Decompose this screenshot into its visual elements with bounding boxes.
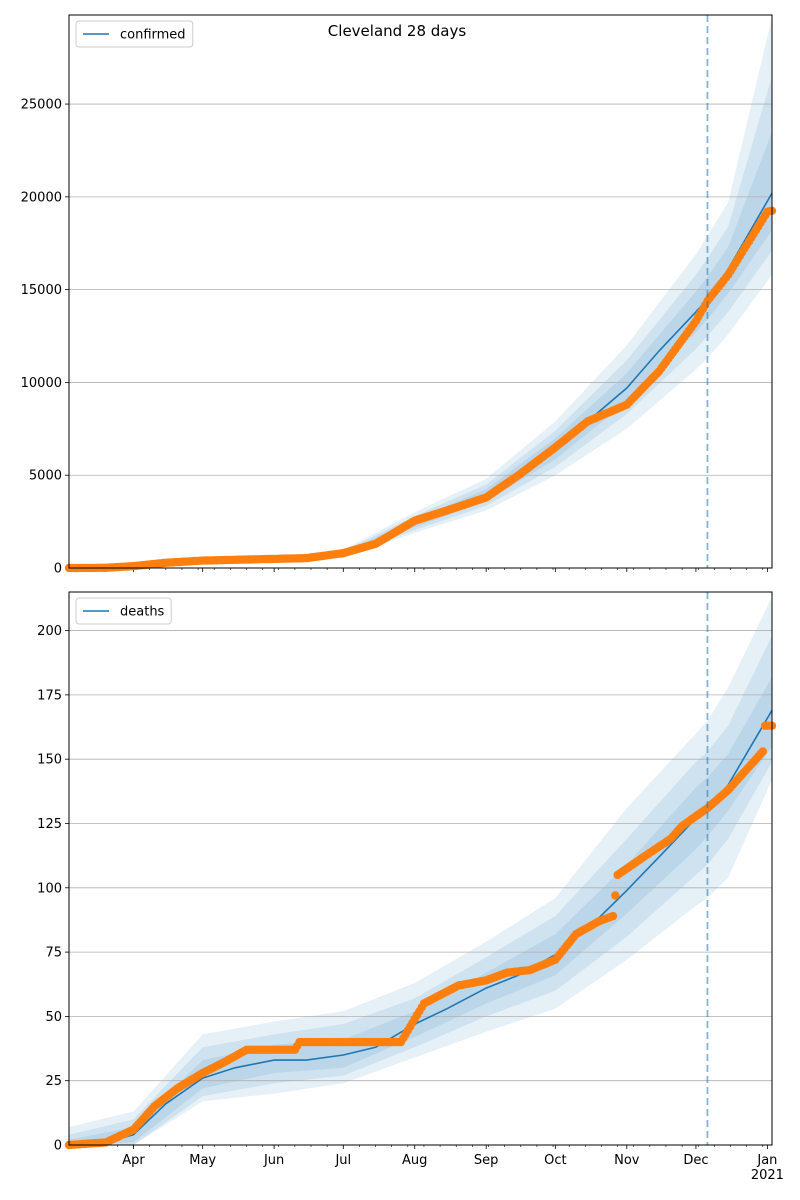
- x-tick-label: Aug: [402, 1153, 427, 1168]
- observed-points: [64, 721, 777, 1150]
- deaths-panel: 0 25 50 75 100 125 150 175 200 Apr May Jun Jul Aug Sep…: [37, 591, 784, 1183]
- axes-frame: [68, 591, 773, 1146]
- uncertainty-band: [69, 76, 772, 568]
- legend-label: confirmed: [120, 28, 186, 43]
- y-tick-label: 0: [54, 562, 62, 577]
- x-tick-label: 2021: [751, 1168, 784, 1183]
- model-median-line: [68, 709, 773, 1146]
- chart-title: Cleveland 28 days: [328, 22, 467, 40]
- y-tick-label: 75: [45, 946, 62, 961]
- observed-point: [611, 891, 620, 900]
- x-tick-label: Nov: [614, 1153, 640, 1168]
- observed-points: [64, 206, 777, 573]
- legend-label: deaths: [120, 605, 165, 620]
- x-tick-label: Jul: [334, 1153, 351, 1168]
- legend: confirmed: [75, 20, 194, 48]
- y-tick-label: 10000: [21, 376, 62, 391]
- y-tick-label: 50: [45, 1010, 62, 1025]
- y-tick-label: 100: [37, 881, 62, 896]
- y-tick-label: 25000: [21, 98, 62, 113]
- y-tick-label: 25: [45, 1074, 62, 1089]
- uncertainty-band: [69, 16, 772, 568]
- y-tick-label: 5000: [29, 469, 62, 484]
- uncertainty-band: [69, 635, 772, 1145]
- x-tick-label: Dec: [683, 1153, 708, 1168]
- observed-point: [608, 911, 618, 921]
- y-tick-label: 150: [37, 753, 62, 768]
- x-tick-label: Jan: [756, 1153, 777, 1168]
- uncertainty-band: [69, 131, 772, 568]
- legend-box: [75, 597, 172, 625]
- axes-frame: [68, 14, 773, 569]
- legend-box: [75, 20, 194, 48]
- x-tick-label: Jun: [263, 1153, 284, 1168]
- y-tick-label: 200: [37, 624, 62, 639]
- y-tick-label: 175: [37, 688, 62, 703]
- legend: deaths: [75, 597, 172, 625]
- y-tick-label: 0: [54, 1139, 62, 1154]
- y-tick-label: 20000: [21, 190, 62, 205]
- uncertainty-band: [69, 597, 772, 1145]
- observed-point: [758, 747, 767, 756]
- y-tick-label: 15000: [21, 283, 62, 298]
- x-tick-label: Oct: [544, 1153, 566, 1168]
- x-tick-label: Sep: [474, 1153, 499, 1168]
- x-tick-label: Apr: [122, 1153, 145, 1168]
- confirmed-panel: 0 5000 10000 15000 20000 25000 confirmed: [21, 14, 777, 577]
- y-tick-label: 125: [37, 817, 62, 832]
- x-tick-label: May: [189, 1153, 216, 1168]
